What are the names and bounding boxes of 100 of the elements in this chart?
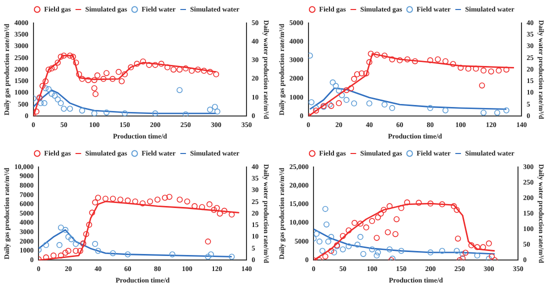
point — [134, 60, 140, 67]
point — [204, 238, 211, 245]
point — [79, 108, 86, 114]
point — [212, 104, 218, 110]
point — [46, 66, 52, 73]
point — [206, 201, 212, 208]
point — [472, 66, 479, 72]
point — [363, 224, 370, 230]
point — [398, 248, 404, 254]
point — [325, 238, 332, 245]
point — [56, 242, 62, 248]
point — [110, 196, 116, 202]
point — [450, 61, 456, 68]
point — [454, 248, 460, 254]
point — [351, 76, 358, 82]
point — [184, 198, 190, 204]
point — [369, 218, 376, 224]
point — [169, 251, 176, 258]
point — [322, 206, 328, 212]
point — [140, 200, 146, 206]
point — [439, 201, 446, 208]
point — [503, 66, 510, 73]
point — [398, 205, 404, 212]
point — [386, 246, 393, 252]
point — [366, 59, 372, 66]
point — [33, 108, 40, 115]
point — [486, 256, 492, 260]
point — [154, 196, 160, 203]
point — [434, 56, 441, 62]
point — [92, 91, 99, 98]
point — [354, 71, 360, 78]
point — [354, 242, 360, 248]
point — [360, 250, 366, 257]
point — [454, 236, 461, 242]
point — [92, 199, 98, 206]
point — [324, 221, 330, 228]
point — [454, 206, 460, 213]
point — [152, 110, 158, 116]
point — [110, 250, 116, 256]
point — [42, 78, 49, 84]
point — [331, 249, 338, 256]
point — [389, 56, 396, 62]
point — [348, 85, 354, 92]
point — [313, 108, 320, 114]
point — [85, 77, 92, 84]
point — [412, 58, 418, 64]
point — [86, 222, 92, 228]
point — [43, 242, 50, 248]
point — [176, 66, 183, 73]
point — [474, 252, 480, 259]
point — [207, 68, 214, 75]
point — [374, 214, 381, 220]
point — [460, 255, 466, 260]
point — [62, 250, 68, 256]
point — [374, 252, 380, 259]
point — [221, 208, 228, 214]
point — [374, 249, 381, 256]
point — [176, 87, 183, 94]
point — [188, 68, 195, 74]
point — [503, 107, 510, 114]
point — [199, 204, 206, 210]
point — [404, 56, 410, 62]
point — [166, 194, 172, 200]
point — [48, 90, 55, 97]
point — [122, 71, 128, 78]
point — [366, 100, 372, 106]
point — [60, 52, 67, 59]
point — [182, 65, 189, 72]
point — [70, 54, 76, 60]
point — [351, 100, 358, 106]
point — [214, 108, 220, 115]
point — [480, 68, 487, 74]
point — [128, 64, 134, 70]
point — [210, 206, 217, 213]
point — [394, 216, 400, 222]
point — [336, 88, 342, 94]
point — [319, 248, 326, 254]
point — [374, 234, 380, 241]
point — [458, 64, 464, 71]
point — [100, 76, 106, 82]
point — [58, 54, 64, 60]
point — [208, 251, 214, 258]
point — [340, 246, 346, 252]
point — [124, 251, 131, 258]
point — [170, 66, 177, 73]
point — [91, 110, 98, 116]
point — [118, 78, 125, 84]
point — [427, 249, 434, 256]
point — [66, 106, 73, 112]
point — [427, 105, 434, 112]
point — [343, 87, 350, 94]
point — [462, 250, 469, 256]
point — [65, 234, 72, 240]
point — [474, 244, 480, 250]
point — [192, 203, 198, 210]
point — [152, 62, 158, 68]
point — [328, 248, 334, 254]
point — [60, 106, 67, 112]
point — [439, 248, 446, 254]
point — [94, 72, 100, 78]
